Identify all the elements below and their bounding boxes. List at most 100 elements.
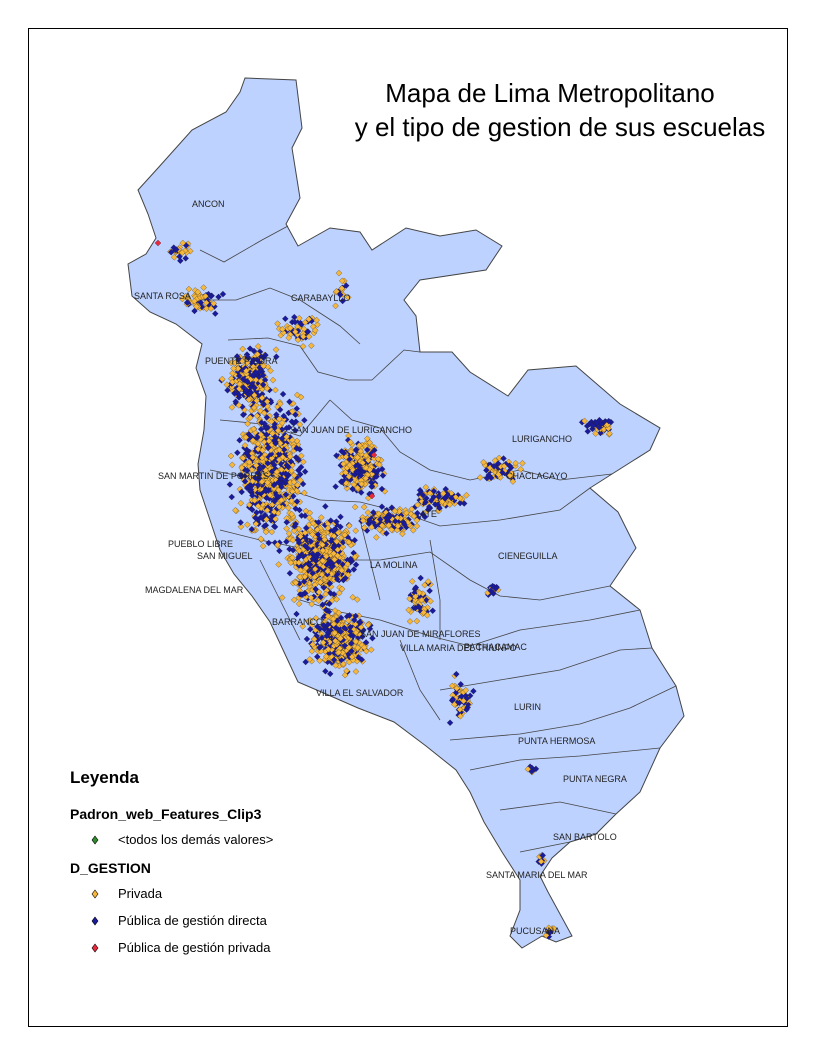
school-point: [346, 522, 353, 529]
school-point: [327, 590, 334, 597]
school-point: [236, 437, 243, 444]
school-point: [356, 442, 363, 449]
school-point: [270, 508, 278, 516]
school-point: [297, 566, 304, 574]
school-point: [413, 522, 421, 530]
school-point: [241, 478, 249, 485]
school-point: [272, 440, 279, 447]
school-point: [312, 614, 320, 622]
school-point: [348, 653, 356, 661]
school-point: [232, 398, 239, 405]
school-point: [231, 359, 239, 367]
school-point: [230, 365, 237, 372]
school-point: [245, 396, 252, 403]
school-point: [288, 510, 295, 518]
school-point: [364, 509, 372, 516]
school-point: [373, 473, 380, 480]
school-point: [224, 387, 231, 394]
school-point: [258, 478, 266, 485]
school-point: [275, 561, 282, 568]
school-point: [376, 461, 383, 468]
school-point: [463, 706, 470, 713]
school-point: [342, 453, 350, 461]
school-point: [315, 519, 322, 526]
school-point: [545, 924, 552, 932]
school-point: [394, 522, 402, 530]
district-label: PUEBLO LIBRE: [168, 539, 233, 549]
school-point: [177, 257, 184, 264]
school-point: [324, 567, 331, 575]
school-point: [258, 419, 265, 426]
school-point: [247, 389, 254, 396]
school-point: [335, 649, 343, 656]
school-point: [495, 454, 503, 462]
school-point: [253, 509, 260, 516]
school-point: [276, 406, 284, 413]
school-point: [323, 561, 331, 568]
school-point: [500, 463, 508, 470]
school-point: [333, 518, 340, 525]
school-point: [347, 555, 354, 563]
school-point: [212, 310, 219, 317]
school-point: [351, 553, 359, 561]
district-label: PUNTA HERMOSA: [518, 736, 595, 746]
school-point: [412, 584, 420, 591]
school-point: [362, 475, 370, 482]
school-point: [244, 359, 251, 366]
school-point: [238, 357, 246, 365]
school-point: [267, 367, 274, 374]
school-point: [262, 487, 269, 494]
school-point: [337, 635, 344, 642]
school-point: [276, 446, 283, 454]
school-point: [261, 522, 268, 530]
school-point: [239, 454, 247, 462]
school-point: [345, 644, 352, 651]
school-point: [485, 471, 492, 479]
school-point: [314, 526, 321, 533]
school-point: [285, 530, 293, 537]
school-point: [319, 541, 326, 548]
school-point: [429, 607, 436, 614]
school-point: [283, 525, 290, 532]
school-point: [252, 376, 260, 384]
school-point: [491, 457, 499, 464]
district-label: CARABAYLLO: [291, 293, 350, 303]
school-point: [300, 578, 308, 585]
school-point: [256, 466, 263, 473]
school-point: [293, 405, 301, 412]
school-point: [489, 582, 496, 590]
school-point: [385, 514, 392, 522]
school-point: [352, 638, 360, 645]
school-point: [301, 529, 309, 536]
school-point: [324, 613, 332, 620]
school-point: [352, 668, 360, 675]
school-point: [446, 501, 453, 508]
school-point: [301, 319, 309, 326]
school-point: [249, 492, 256, 499]
school-point: [254, 481, 262, 489]
school-point: [257, 535, 265, 543]
school-point: [422, 499, 429, 506]
school-point: [291, 522, 298, 530]
school-point: [361, 524, 368, 531]
school-point: [356, 464, 364, 472]
school-point: [453, 685, 460, 692]
school-point: [301, 489, 308, 497]
school-point: [334, 571, 341, 578]
school-point: [297, 471, 304, 478]
school-point: [331, 526, 338, 533]
school-point: [271, 498, 278, 505]
school-point: [319, 547, 327, 554]
school-point: [299, 480, 307, 488]
school-point: [251, 384, 258, 391]
school-point: [249, 506, 256, 513]
school-point: [320, 584, 327, 591]
school-point: [378, 503, 386, 510]
school-point: [326, 580, 333, 587]
school-point: [584, 428, 591, 435]
legend-item-label: Pública de gestión directa: [118, 913, 267, 928]
school-point: [268, 528, 275, 536]
school-point: [219, 375, 226, 383]
school-point: [274, 541, 281, 548]
district-label: SAN JUAN DE LURIGANCHO: [290, 425, 412, 435]
